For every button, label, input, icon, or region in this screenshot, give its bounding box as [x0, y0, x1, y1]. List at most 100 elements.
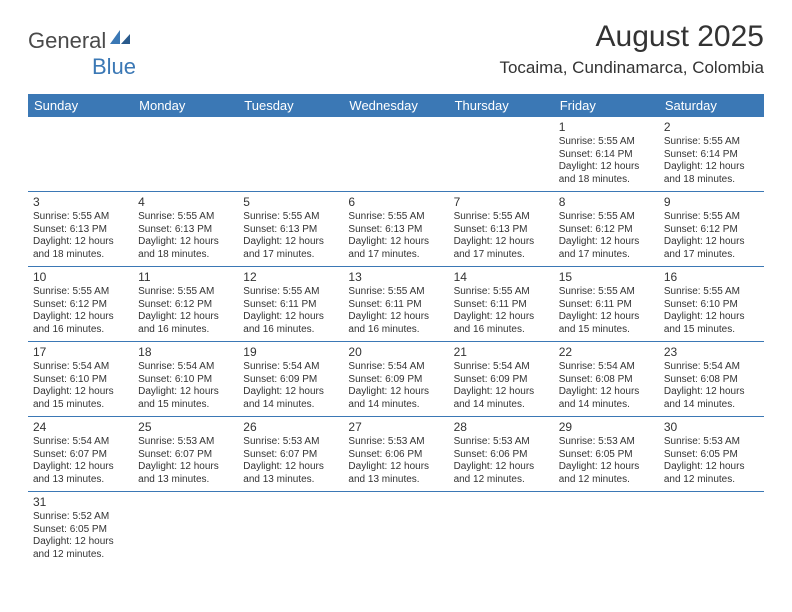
daylight-line: Daylight: 12 hours and 15 minutes.	[138, 386, 233, 411]
weekday-header: Friday	[554, 94, 659, 117]
sunset-line: Sunset: 6:08 PM	[559, 374, 654, 387]
sunrise-line: Sunrise: 5:55 AM	[243, 211, 338, 224]
sunrise-line: Sunrise: 5:55 AM	[138, 211, 233, 224]
daylight-line: Daylight: 12 hours and 18 minutes.	[559, 161, 654, 186]
day-cell: 20Sunrise: 5:54 AMSunset: 6:09 PMDayligh…	[343, 342, 448, 416]
daylight-line: Daylight: 12 hours and 12 minutes.	[454, 461, 549, 486]
daylight-line: Daylight: 12 hours and 17 minutes.	[664, 236, 759, 261]
day-cell: 3Sunrise: 5:55 AMSunset: 6:13 PMDaylight…	[28, 192, 133, 266]
sunset-line: Sunset: 6:13 PM	[243, 224, 338, 237]
day-number: 15	[559, 270, 654, 285]
sunrise-line: Sunrise: 5:54 AM	[138, 361, 233, 374]
day-number: 27	[348, 420, 443, 435]
weekday-header: Tuesday	[238, 94, 343, 117]
daylight-line: Daylight: 12 hours and 17 minutes.	[243, 236, 338, 261]
sunrise-line: Sunrise: 5:54 AM	[664, 361, 759, 374]
sunset-line: Sunset: 6:11 PM	[454, 299, 549, 312]
day-cell: 2Sunrise: 5:55 AMSunset: 6:14 PMDaylight…	[659, 117, 764, 191]
day-cell: 28Sunrise: 5:53 AMSunset: 6:06 PMDayligh…	[449, 417, 554, 491]
day-number: 16	[664, 270, 759, 285]
daylight-line: Daylight: 12 hours and 14 minutes.	[454, 386, 549, 411]
sunrise-line: Sunrise: 5:54 AM	[243, 361, 338, 374]
sail-icon	[108, 28, 132, 51]
day-number: 4	[138, 195, 233, 210]
day-number: 26	[243, 420, 338, 435]
sunrise-line: Sunrise: 5:54 AM	[33, 436, 128, 449]
logo-word1: General	[28, 28, 106, 54]
day-number: 2	[664, 120, 759, 135]
day-cell: 7Sunrise: 5:55 AMSunset: 6:13 PMDaylight…	[449, 192, 554, 266]
sunset-line: Sunset: 6:07 PM	[243, 449, 338, 462]
sunrise-line: Sunrise: 5:55 AM	[559, 286, 654, 299]
day-number: 6	[348, 195, 443, 210]
calendar-row: 17Sunrise: 5:54 AMSunset: 6:10 PMDayligh…	[28, 342, 764, 417]
day-cell: 16Sunrise: 5:55 AMSunset: 6:10 PMDayligh…	[659, 267, 764, 341]
weekday-header: Sunday	[28, 94, 133, 117]
sunset-line: Sunset: 6:12 PM	[559, 224, 654, 237]
sunset-line: Sunset: 6:13 PM	[454, 224, 549, 237]
calendar: SundayMondayTuesdayWednesdayThursdayFrid…	[28, 94, 764, 566]
day-number: 29	[559, 420, 654, 435]
weekday-header: Wednesday	[343, 94, 448, 117]
calendar-row: 1Sunrise: 5:55 AMSunset: 6:14 PMDaylight…	[28, 117, 764, 192]
weekday-header: Saturday	[659, 94, 764, 117]
day-number: 3	[33, 195, 128, 210]
sunset-line: Sunset: 6:12 PM	[138, 299, 233, 312]
day-cell: 19Sunrise: 5:54 AMSunset: 6:09 PMDayligh…	[238, 342, 343, 416]
sunset-line: Sunset: 6:12 PM	[664, 224, 759, 237]
daylight-line: Daylight: 12 hours and 14 minutes.	[243, 386, 338, 411]
sunset-line: Sunset: 6:08 PM	[664, 374, 759, 387]
title-block: August 2025 Tocaima, Cundinamarca, Colom…	[499, 20, 764, 78]
empty-cell	[449, 492, 554, 566]
day-number: 5	[243, 195, 338, 210]
empty-cell	[554, 492, 659, 566]
calendar-body: 1Sunrise: 5:55 AMSunset: 6:14 PMDaylight…	[28, 117, 764, 566]
day-number: 20	[348, 345, 443, 360]
sunset-line: Sunset: 6:09 PM	[243, 374, 338, 387]
calendar-row: 10Sunrise: 5:55 AMSunset: 6:12 PMDayligh…	[28, 267, 764, 342]
sunrise-line: Sunrise: 5:53 AM	[348, 436, 443, 449]
sunset-line: Sunset: 6:09 PM	[348, 374, 443, 387]
day-number: 18	[138, 345, 233, 360]
day-cell: 25Sunrise: 5:53 AMSunset: 6:07 PMDayligh…	[133, 417, 238, 491]
daylight-line: Daylight: 12 hours and 12 minutes.	[33, 536, 128, 561]
day-cell: 4Sunrise: 5:55 AMSunset: 6:13 PMDaylight…	[133, 192, 238, 266]
sunrise-line: Sunrise: 5:55 AM	[454, 286, 549, 299]
sunset-line: Sunset: 6:07 PM	[33, 449, 128, 462]
day-number: 24	[33, 420, 128, 435]
day-number: 1	[559, 120, 654, 135]
sunset-line: Sunset: 6:13 PM	[33, 224, 128, 237]
daylight-line: Daylight: 12 hours and 18 minutes.	[664, 161, 759, 186]
empty-cell	[133, 492, 238, 566]
day-cell: 26Sunrise: 5:53 AMSunset: 6:07 PMDayligh…	[238, 417, 343, 491]
day-number: 12	[243, 270, 338, 285]
day-cell: 10Sunrise: 5:55 AMSunset: 6:12 PMDayligh…	[28, 267, 133, 341]
daylight-line: Daylight: 12 hours and 12 minutes.	[664, 461, 759, 486]
daylight-line: Daylight: 12 hours and 18 minutes.	[138, 236, 233, 261]
day-number: 13	[348, 270, 443, 285]
sunrise-line: Sunrise: 5:54 AM	[33, 361, 128, 374]
daylight-line: Daylight: 12 hours and 16 minutes.	[138, 311, 233, 336]
day-cell: 18Sunrise: 5:54 AMSunset: 6:10 PMDayligh…	[133, 342, 238, 416]
sunset-line: Sunset: 6:07 PM	[138, 449, 233, 462]
sunrise-line: Sunrise: 5:53 AM	[559, 436, 654, 449]
calendar-row: 31Sunrise: 5:52 AMSunset: 6:05 PMDayligh…	[28, 492, 764, 566]
day-number: 28	[454, 420, 549, 435]
day-number: 22	[559, 345, 654, 360]
daylight-line: Daylight: 12 hours and 14 minutes.	[348, 386, 443, 411]
day-cell: 9Sunrise: 5:55 AMSunset: 6:12 PMDaylight…	[659, 192, 764, 266]
sunrise-line: Sunrise: 5:54 AM	[348, 361, 443, 374]
day-number: 8	[559, 195, 654, 210]
daylight-line: Daylight: 12 hours and 13 minutes.	[243, 461, 338, 486]
sunrise-line: Sunrise: 5:55 AM	[33, 211, 128, 224]
empty-cell	[449, 117, 554, 191]
sunrise-line: Sunrise: 5:55 AM	[454, 211, 549, 224]
sunset-line: Sunset: 6:05 PM	[664, 449, 759, 462]
sunrise-line: Sunrise: 5:54 AM	[559, 361, 654, 374]
sunset-line: Sunset: 6:10 PM	[138, 374, 233, 387]
calendar-header: SundayMondayTuesdayWednesdayThursdayFrid…	[28, 94, 764, 117]
daylight-line: Daylight: 12 hours and 16 minutes.	[348, 311, 443, 336]
weekday-header: Thursday	[449, 94, 554, 117]
sunrise-line: Sunrise: 5:53 AM	[664, 436, 759, 449]
day-number: 17	[33, 345, 128, 360]
